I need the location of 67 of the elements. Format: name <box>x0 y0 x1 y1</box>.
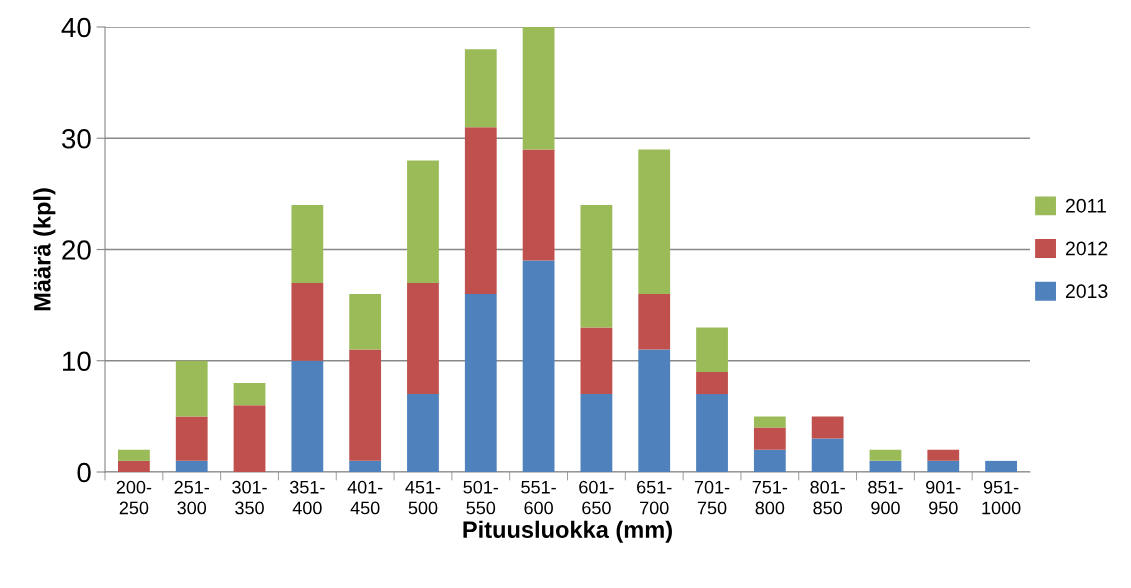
bar <box>291 205 324 283</box>
x-tick-label: 651-700 <box>637 480 672 515</box>
legend-label: 2011 <box>1065 198 1106 213</box>
bar <box>522 260 555 472</box>
x-tick-label: 551-600 <box>521 481 556 515</box>
bar <box>522 149 555 261</box>
bar <box>638 349 671 472</box>
bar <box>638 149 671 294</box>
x-axis-title: Pituusluokka (mm) <box>463 520 672 543</box>
bar <box>696 394 728 472</box>
bar <box>580 394 613 472</box>
legend-label: 2012 <box>1065 241 1108 256</box>
x-tick-label: 351-400 <box>289 480 325 515</box>
bar <box>291 282 324 361</box>
y-tick-label: 40 <box>61 17 91 38</box>
x-tick-label: 751-800 <box>752 481 788 515</box>
bar <box>407 160 439 283</box>
y-tick-label: 20 <box>62 240 91 260</box>
y-axis-title: Määrä (kpl) <box>33 188 56 311</box>
x-tick-label: 501-550 <box>463 480 499 515</box>
x-tick-label: 451-500 <box>405 481 441 515</box>
bar <box>927 449 960 461</box>
bar <box>811 416 844 439</box>
bar <box>638 294 671 350</box>
bar <box>464 127 497 294</box>
bar <box>175 360 208 417</box>
y-tick-label: 10 <box>63 351 91 372</box>
x-tick-label: 601-650 <box>579 480 614 515</box>
x-tick-label: 951-1000 <box>982 480 1021 515</box>
legend-label: 2013 <box>1065 284 1108 299</box>
bar <box>349 349 382 461</box>
bar <box>985 460 1017 472</box>
bar <box>233 405 266 472</box>
x-tick-label: 801-850 <box>810 480 845 515</box>
bar <box>407 394 439 472</box>
bar <box>175 460 208 472</box>
x-tick-label: 901-950 <box>926 480 961 515</box>
x-tick-label: 301-350 <box>232 480 267 515</box>
bar <box>233 383 266 406</box>
x-tick-label: 251-300 <box>174 480 209 515</box>
bar <box>349 294 382 350</box>
bar <box>753 449 786 472</box>
bar <box>118 449 150 461</box>
bar <box>869 449 902 461</box>
bar <box>927 460 960 472</box>
bar <box>118 460 150 472</box>
bar <box>580 205 613 328</box>
bar <box>696 371 728 395</box>
bar <box>753 427 786 450</box>
bar <box>580 327 613 395</box>
bar <box>464 49 497 128</box>
y-tick-label: 0 <box>77 462 91 483</box>
x-tick-label: 401-450 <box>347 480 383 515</box>
x-tick-label: 851-900 <box>868 480 903 515</box>
y-tick-label: 30 <box>61 128 91 149</box>
bar <box>291 360 324 472</box>
bar <box>696 327 728 372</box>
x-tick-label: 701-750 <box>694 480 730 515</box>
bar <box>811 438 844 472</box>
x-tick-label: 200-250 <box>116 480 152 515</box>
bar <box>175 416 208 461</box>
bar <box>407 282 439 395</box>
bar <box>464 294 497 472</box>
bar <box>522 27 555 150</box>
bar <box>753 416 786 428</box>
bar <box>869 460 902 472</box>
bar <box>349 460 382 472</box>
